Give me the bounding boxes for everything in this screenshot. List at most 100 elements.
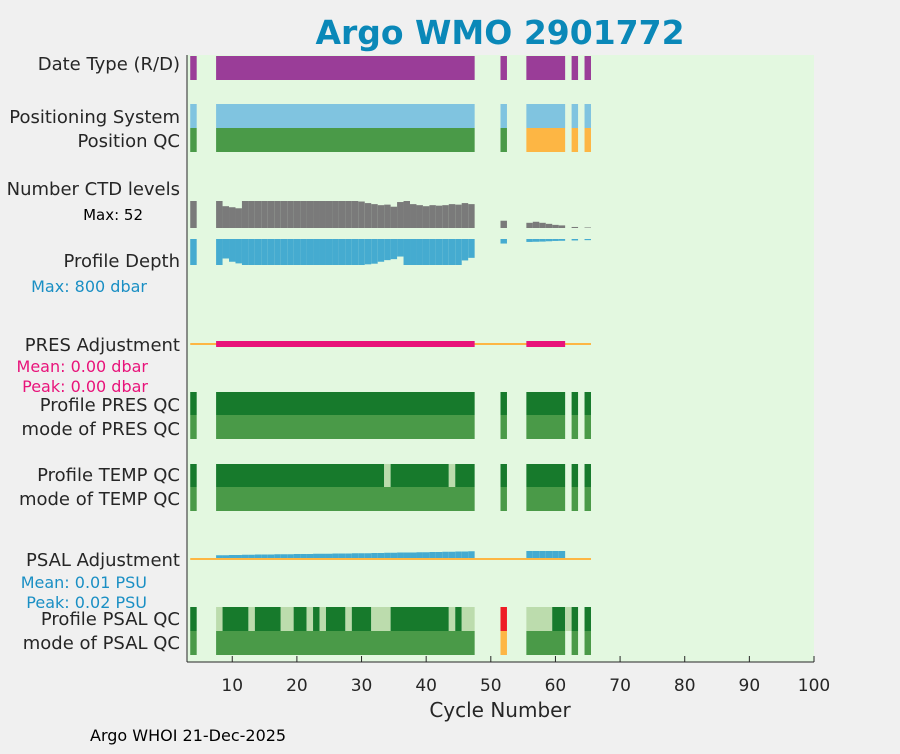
psal-adjustment-bar	[384, 552, 391, 558]
profile-depth-bar	[584, 239, 591, 241]
profile-depth-bar	[455, 239, 462, 265]
psal-adjustment-bar	[422, 552, 430, 558]
ctd-levels-bar	[539, 222, 546, 228]
profile-depth-bar	[267, 239, 275, 265]
profile-psal-qc-segment	[390, 607, 449, 631]
footer-source: Argo WHOI 21-Dec-2025	[90, 726, 286, 745]
label-profile-temp-qc: Profile TEMP QC	[37, 465, 180, 486]
ctd-levels-bar	[364, 203, 372, 228]
date-type-segment	[584, 56, 591, 80]
psal-adjustment-bar	[410, 552, 417, 558]
mode-pres-qc-segment	[216, 415, 475, 439]
pres-peak-label: Peak: 0.00 dbar	[22, 377, 148, 396]
label-mode-temp-qc: mode of TEMP QC	[19, 489, 180, 510]
profile-depth-bar	[377, 239, 385, 262]
profile-depth-bar	[235, 239, 242, 264]
profile-depth-bar	[410, 239, 417, 265]
plot-background	[187, 55, 814, 662]
x-axis-label: Cycle Number	[429, 698, 571, 722]
profile-psal-qc-segment	[313, 607, 320, 631]
psal-adjustment-bar	[222, 555, 230, 558]
profile-depth-bar	[254, 239, 262, 265]
profile-temp-qc-segment	[190, 464, 197, 487]
profile-depth-bar	[338, 239, 346, 265]
x-tick-label: 10	[221, 676, 243, 696]
ctd-levels-bar	[306, 201, 314, 228]
profile-psal-qc-segment	[280, 607, 294, 631]
psal-adjustment-bar	[300, 554, 307, 558]
label-ctd-levels: Number CTD levels	[7, 179, 180, 200]
profile-depth-bar	[190, 239, 197, 265]
ctd-levels-bar	[325, 201, 333, 228]
mode-psal-qc-segment	[190, 631, 197, 655]
profile-depth-bar	[403, 239, 410, 265]
positioning-system-segment	[526, 104, 566, 128]
psal-adjustment-bar	[358, 553, 365, 558]
psal-adjustment-bar	[397, 552, 404, 558]
profile-psal-qc-segment	[461, 607, 475, 631]
mode-pres-qc-segment	[571, 415, 579, 439]
pres-mean-label: Mean: 0.00 dbar	[17, 357, 149, 376]
ctd-levels-bar	[410, 204, 417, 228]
profile-depth-bar	[390, 239, 398, 260]
profile-depth-bar	[422, 239, 430, 265]
profile-depth-bar	[500, 239, 507, 244]
position-qc-segment	[526, 128, 566, 152]
psal-adjustment-bar	[345, 553, 352, 558]
mode-temp-qc-segment	[190, 487, 197, 511]
ctd-levels-bar	[280, 201, 288, 228]
ctd-levels-bar	[571, 226, 579, 228]
psal-adjustment-bar	[429, 552, 436, 558]
ctd-levels-bar	[332, 201, 339, 228]
label-profile-depth: Profile Depth	[63, 251, 180, 272]
profile-psal-qc-segment	[526, 607, 553, 631]
label-mode-pres-qc: mode of PRES QC	[22, 419, 180, 440]
ctd-levels-bar	[190, 201, 197, 228]
label-positioning-system: Positioning System	[9, 107, 180, 128]
ctd-levels-bar	[235, 208, 242, 228]
x-tick-label: 50	[480, 676, 502, 696]
ctd-levels-bar	[545, 223, 553, 228]
profile-psal-qc-segment	[345, 607, 352, 631]
psal-adjustment-bar	[545, 551, 553, 558]
psal-adjustment-bar	[468, 551, 475, 558]
ctd-levels-bar	[300, 201, 307, 228]
profile-depth-bar	[371, 239, 378, 264]
profile-depth-bar	[552, 239, 559, 241]
profile-temp-qc-segment	[584, 464, 591, 487]
psal-adjustment-bar	[351, 553, 359, 558]
profile-psal-qc-segment	[371, 607, 391, 631]
profile-depth-bar	[358, 239, 365, 265]
ctd-levels-bar	[532, 221, 540, 228]
profile-temp-qc-segment	[216, 464, 385, 487]
profile-psal-qc-segment	[222, 607, 249, 631]
profile-depth-bar	[384, 239, 391, 261]
psal-adjustment-bar	[526, 551, 533, 558]
label-date-type: Date Type (R/D)	[38, 54, 180, 75]
profile-depth-bar	[274, 239, 281, 265]
profile-depth-bar	[571, 239, 579, 241]
mode-temp-qc-segment	[584, 487, 591, 511]
ctd-levels-bar	[241, 201, 249, 228]
profile-pres-qc-segment	[571, 392, 579, 415]
ctd-levels-bar	[384, 204, 391, 228]
profile-pres-qc-segment	[190, 392, 197, 415]
date-type-segment	[526, 56, 566, 80]
positioning-system-segment	[584, 104, 591, 128]
ctd-levels-bar	[455, 204, 462, 228]
ctd-levels-bar	[319, 201, 326, 228]
x-tick-label: 70	[609, 676, 631, 696]
psal-adjustment-bar	[241, 554, 249, 558]
profile-depth-bar	[216, 239, 223, 265]
psal-adjustment-bar	[216, 555, 223, 558]
positioning-system-segment	[571, 104, 579, 128]
psal-adjustment-bar	[306, 554, 314, 558]
psal-adjustment-bar	[448, 551, 456, 558]
profile-psal-qc-segment	[319, 607, 326, 631]
profile-psal-qc-segment	[351, 607, 372, 631]
profile-depth-bar	[241, 239, 249, 265]
psal-adjustment-bar	[338, 553, 346, 558]
ctd-levels-bar	[371, 204, 378, 228]
ctd-levels-bar	[584, 227, 591, 228]
